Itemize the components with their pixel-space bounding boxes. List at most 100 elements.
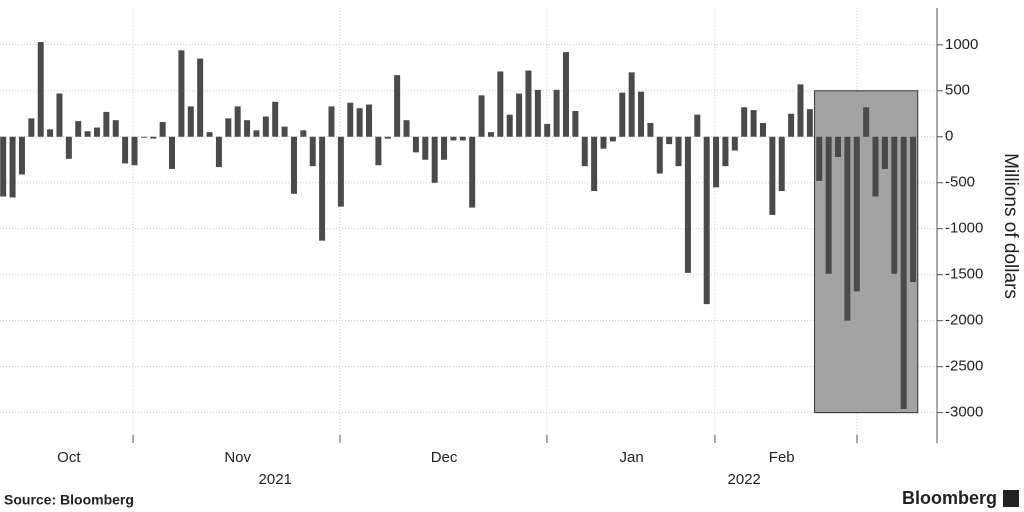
bar: [816, 136, 823, 181]
y-tick-label: 1000: [945, 36, 978, 53]
bar: [9, 136, 16, 198]
source: Source: Bloomberg: [4, 492, 134, 508]
bar: [853, 136, 860, 292]
bar: [872, 136, 879, 197]
bar: [159, 122, 166, 137]
bar: [103, 111, 110, 137]
bar: [197, 58, 204, 137]
bar: [281, 126, 288, 137]
bar: [534, 89, 541, 137]
bar: [694, 114, 701, 137]
bar: [272, 101, 279, 137]
bar: [140, 136, 147, 138]
bar: [215, 136, 222, 168]
bar: [309, 136, 316, 167]
bar: [572, 111, 579, 137]
y-tick-label: -3000: [945, 404, 983, 421]
y-tick-label: -2500: [945, 358, 983, 375]
bar: [703, 136, 710, 305]
bar: [131, 136, 138, 166]
bar: [56, 93, 63, 137]
bar: [544, 123, 551, 137]
bar: [169, 136, 176, 169]
bar: [656, 136, 663, 174]
bar: [328, 106, 335, 137]
bar: [122, 136, 129, 164]
y-tick-label: 500: [945, 82, 970, 99]
x-tick-label: Jan: [620, 449, 644, 466]
year-label: 2021: [259, 471, 292, 488]
bar: [553, 89, 560, 137]
bar: [891, 136, 898, 274]
bar: [562, 52, 569, 137]
bar: [910, 136, 917, 283]
bar: [262, 116, 269, 137]
bar: [741, 107, 748, 137]
bar: [47, 129, 54, 137]
bar: [150, 136, 157, 139]
bar: [666, 136, 673, 145]
bar: [722, 136, 729, 167]
bar: [0, 136, 7, 197]
x-tick-label: Nov: [224, 449, 251, 466]
bar: [750, 110, 757, 137]
bar: [37, 42, 44, 137]
bar: [619, 92, 626, 137]
bar: [225, 118, 232, 137]
bar: [206, 132, 213, 137]
y-tick-label: -2000: [945, 312, 983, 329]
bar: [759, 122, 766, 137]
bar: [731, 136, 738, 151]
bar: [366, 104, 373, 137]
bar: [18, 136, 25, 175]
bar: [394, 75, 401, 137]
bar: [778, 136, 785, 192]
x-tick-label: Dec: [431, 449, 458, 466]
bar: [881, 136, 888, 169]
bar: [347, 102, 354, 137]
bar: [403, 120, 410, 137]
y-axis-title: Millions of dollars: [1000, 153, 1021, 299]
bar: [234, 106, 241, 137]
bar: [290, 136, 297, 194]
bar: [835, 136, 842, 157]
bar: [684, 136, 691, 273]
bar: [788, 113, 795, 137]
bar: [384, 136, 391, 139]
bar: [356, 108, 363, 137]
bar: [450, 136, 457, 141]
bar: [93, 127, 100, 137]
bar: [487, 132, 494, 137]
bar: [469, 136, 476, 208]
bar: [422, 136, 429, 160]
bar: [112, 120, 119, 137]
x-tick-label: Feb: [769, 449, 795, 466]
bar: [638, 91, 645, 137]
bar: [806, 109, 813, 137]
bar: [591, 136, 598, 192]
bar: [478, 95, 485, 137]
bar: [459, 136, 466, 141]
bar: [337, 136, 344, 207]
bar: [187, 106, 194, 137]
bar: [675, 136, 682, 167]
bar: [178, 50, 185, 137]
bar: [600, 136, 607, 149]
y-tick-label: -1500: [945, 266, 983, 283]
bar: [300, 130, 307, 137]
bar: [244, 120, 251, 137]
bar: [441, 136, 448, 160]
bar: [516, 93, 523, 137]
bar: [581, 136, 588, 167]
bar: [609, 136, 616, 142]
bar: [319, 136, 326, 241]
bar: [412, 136, 419, 153]
x-tick-label: Oct: [57, 449, 81, 466]
bar: [253, 130, 260, 137]
y-tick-label: -1000: [945, 220, 983, 237]
bar: [28, 118, 35, 137]
bar: [900, 136, 907, 409]
bar: [844, 136, 851, 321]
bar: [431, 136, 438, 183]
